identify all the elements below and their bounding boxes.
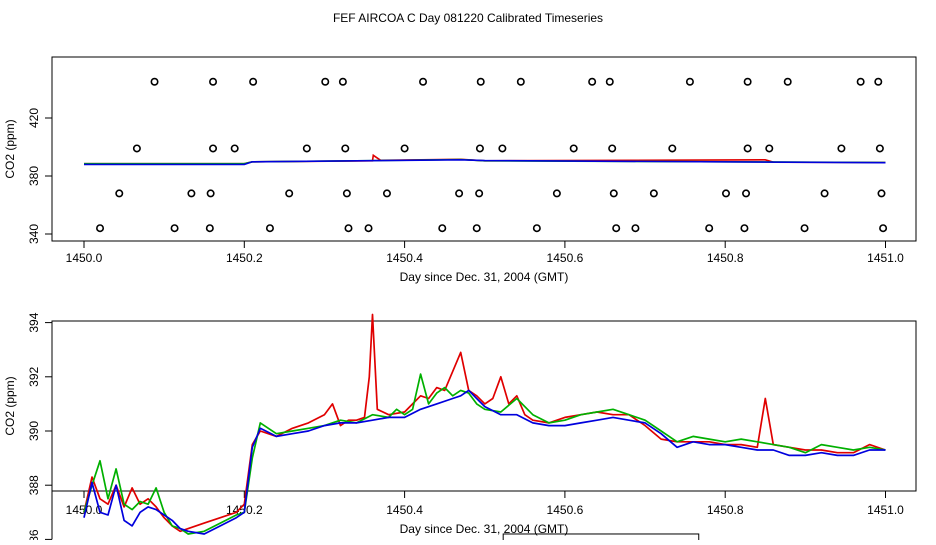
bottom-series-lines (83, 313, 886, 535)
top-circle-point (206, 189, 215, 198)
top-circle-point (472, 224, 481, 233)
top-circle-point (344, 224, 353, 233)
top-circle-point (96, 224, 105, 233)
top-y-tick-label: 340 (27, 224, 41, 244)
top-circle-point (765, 144, 774, 153)
top-circle-point (820, 189, 829, 198)
top-circle-point (552, 189, 561, 198)
top-circle-point (475, 189, 484, 198)
top-x-tick-label: 1450.8 (707, 251, 744, 265)
top-x-tick-label: 1451.0 (867, 251, 904, 265)
top-x-tick-label: 1450.2 (226, 251, 263, 265)
top-circle-point (209, 144, 218, 153)
bottom-series-blue (83, 389, 886, 535)
top-circle-point (649, 189, 658, 198)
top-circle-point (338, 77, 347, 86)
top-circle-point (438, 224, 447, 233)
bottom-series-red (83, 313, 886, 533)
top-circle-point (837, 144, 846, 153)
top-circle-point (132, 144, 141, 153)
bottom-y-axis: 386 388 390 392 394 (27, 312, 53, 545)
top-circle-point (249, 77, 258, 86)
bottom-y-tick-label: 394 (27, 312, 41, 332)
bottom-x-axis-label: Day since Dec. 31, 2004 (GMT) (400, 522, 569, 536)
top-circle-point (321, 77, 330, 86)
top-circle-point (498, 144, 507, 153)
top-circle-point (875, 144, 884, 153)
top-series-blue (84, 158, 886, 166)
top-circle-point (187, 189, 196, 198)
top-y-axis: 340 380 420 (27, 108, 53, 244)
top-circle-point (205, 224, 214, 233)
bottom-series-green (83, 373, 886, 535)
bottom-y-tick-label: 390 (27, 421, 41, 441)
top-circle-point (400, 144, 409, 153)
top-circle-point (705, 224, 714, 233)
top-series-lines (84, 153, 886, 166)
bottom-y-tick-label: 388 (27, 475, 41, 495)
top-circle-point (879, 224, 888, 233)
top-circle-point (800, 224, 809, 233)
top-circle-point (668, 144, 677, 153)
top-circle-point (341, 144, 350, 153)
top-circle-point (532, 224, 541, 233)
bottom-y-axis-label: CO2 (ppm) (3, 376, 17, 435)
top-circle-point (455, 189, 464, 198)
top-circle-point (722, 189, 731, 198)
top-circle-point (685, 77, 694, 86)
top-circle-point (569, 144, 578, 153)
top-circle-point (609, 189, 618, 198)
top-circle-point (285, 189, 294, 198)
top-circle-point (302, 144, 311, 153)
bottom-x-tick-label: 1451.0 (867, 503, 904, 517)
top-circle-points (96, 77, 888, 233)
bottom-x-axis: 1450.0 1450.2 1450.4 1450.6 1450.8 1451.0 (66, 490, 904, 517)
top-x-tick-label: 1450.6 (547, 251, 584, 265)
top-circle-point (877, 189, 886, 198)
top-circle-point (631, 224, 640, 233)
bottom-y-tick-label: 386 (27, 529, 41, 540)
top-circle-point (115, 189, 124, 198)
bottom-x-tick-label: 1450.8 (707, 503, 744, 517)
top-circle-point (856, 77, 865, 86)
bottom-panel: 1450.0 1450.2 1450.4 1450.6 1450.8 1451.0 386… (3, 312, 917, 545)
top-y-tick-label: 380 (27, 166, 41, 186)
top-circle-point (475, 144, 484, 153)
top-circle-point (364, 224, 373, 233)
top-x-axis: 1450.0 1450.2 1450.4 1450.6 1450.8 1451.0 (66, 240, 904, 265)
bottom-y-tick-label: 392 (27, 366, 41, 386)
top-x-tick-label: 1450.4 (386, 251, 423, 265)
top-y-tick-label: 420 (27, 108, 41, 128)
top-circle-point (605, 77, 614, 86)
top-x-axis-label: Day since Dec. 31, 2004 (GMT) (400, 270, 569, 284)
top-circle-point (150, 77, 159, 86)
top-circle-point (230, 144, 239, 153)
bottom-x-tick-label: 1450.6 (547, 503, 584, 517)
top-circle-point (265, 224, 274, 233)
top-y-axis-label: CO2 (ppm) (3, 119, 17, 178)
top-circle-point (342, 189, 351, 198)
top-panel: 1450.0 1450.2 1450.4 1450.6 1450.8 1451.0 340… (3, 56, 917, 284)
top-circle-point (783, 77, 792, 86)
top-circle-point (476, 77, 485, 86)
top-circle-point (743, 144, 752, 153)
top-circle-point (209, 77, 218, 86)
top-circle-point (419, 77, 428, 86)
figure-title: FEF AIRCOA C Day 081220 Calibrated Times… (333, 11, 603, 25)
top-circle-point (382, 189, 391, 198)
top-circle-point (743, 77, 752, 86)
top-x-tick-label: 1450.0 (66, 251, 103, 265)
top-circle-point (588, 77, 597, 86)
top-circle-point (612, 224, 621, 233)
bottom-x-tick-label: 1450.4 (386, 503, 423, 517)
top-circle-point (516, 77, 525, 86)
top-circle-point (740, 224, 749, 233)
top-circle-point (170, 224, 179, 233)
top-circle-point (742, 189, 751, 198)
top-circle-point (608, 144, 617, 153)
top-circle-point (874, 77, 883, 86)
